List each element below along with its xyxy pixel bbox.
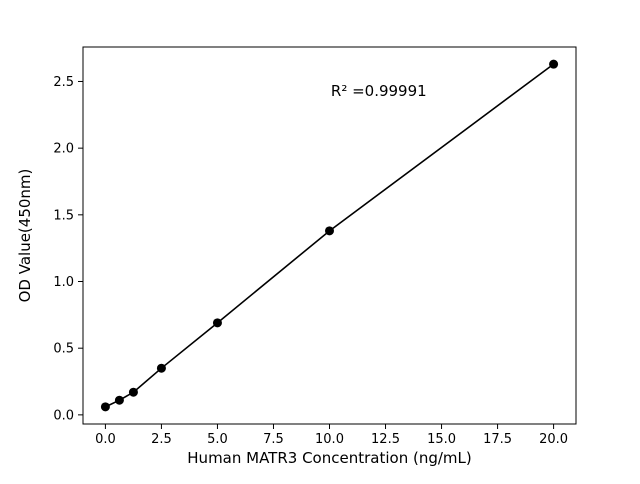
data-point <box>156 363 166 373</box>
x-tick-label: 17.5 <box>483 432 512 447</box>
r-squared-annotation: R² =0.99991 <box>331 82 427 100</box>
data-point <box>100 402 110 412</box>
y-tick-label: 2.0 <box>53 142 74 157</box>
y-tick-label: 1.5 <box>53 208 74 223</box>
plot-layer: 0.0 2.5 5.0 7.5 10.0 12.5 15.0 17.5 20.0 0.0 0.5 1.… <box>53 46 577 447</box>
y-tick-label: 1.0 <box>53 275 74 290</box>
x-tick-label: 20.0 <box>539 432 568 447</box>
x-tick-label: 5.0 <box>207 432 228 447</box>
fit-line <box>105 63 555 408</box>
data-point <box>114 395 124 405</box>
data-point <box>549 59 559 69</box>
x-tick-label: 7.5 <box>263 432 284 447</box>
y-tick-label: 2.5 <box>53 75 74 90</box>
x-tick-label: 12.5 <box>371 432 400 447</box>
y-tick-label: 0.5 <box>53 342 74 357</box>
x-tick-label: 10.0 <box>315 432 344 447</box>
y-tick-label: 0.0 <box>53 408 74 423</box>
data-point <box>128 387 138 397</box>
x-axis-label: Human MATR3 Concentration (ng/mL) <box>187 449 471 467</box>
y-axis-label: OD Value(450nm) <box>16 169 34 303</box>
axes-box <box>82 46 577 425</box>
x-tick-label: 15.0 <box>427 432 456 447</box>
x-tick-label: 0.0 <box>95 432 116 447</box>
x-tick-label: 2.5 <box>151 432 172 447</box>
data-point <box>212 318 222 328</box>
data-point <box>325 226 334 236</box>
